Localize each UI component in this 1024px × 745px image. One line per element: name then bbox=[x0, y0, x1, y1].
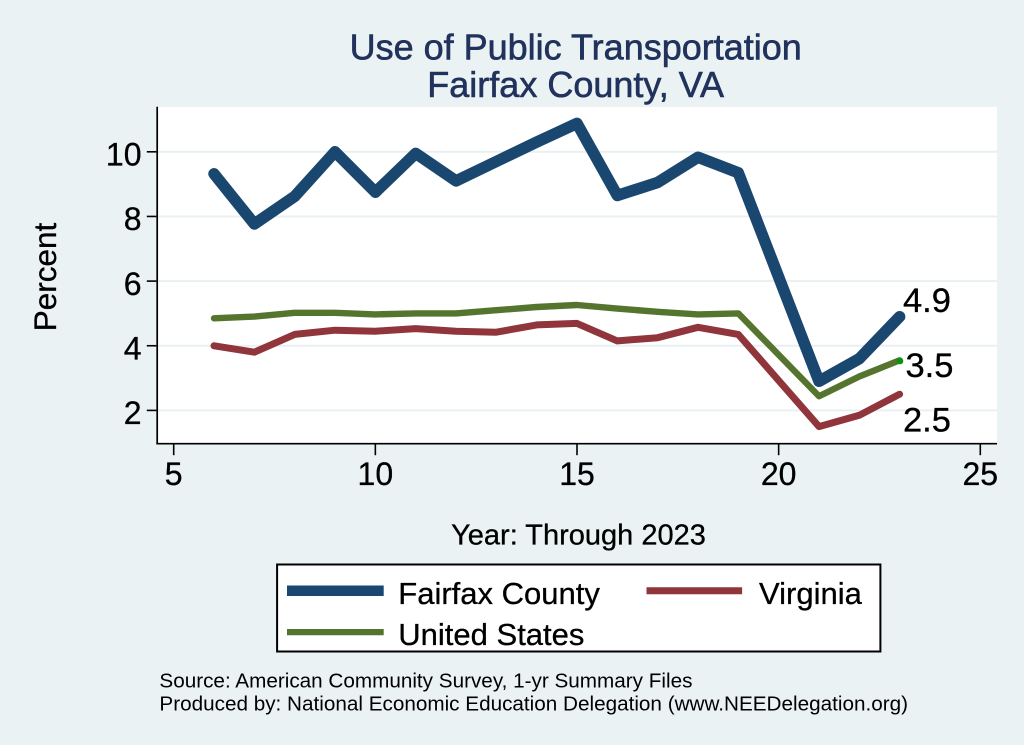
svg-text:Virginia: Virginia bbox=[759, 576, 863, 611]
svg-text:5: 5 bbox=[165, 456, 183, 492]
svg-text:United States: United States bbox=[398, 617, 584, 652]
svg-text:4.9: 4.9 bbox=[903, 282, 951, 320]
svg-text:Source: American Community Sur: Source: American Community Survey, 1-yr … bbox=[159, 670, 692, 693]
svg-text:Percent: Percent bbox=[27, 222, 63, 331]
svg-text:3.5: 3.5 bbox=[906, 347, 954, 385]
svg-text:15: 15 bbox=[559, 456, 595, 492]
svg-text:10: 10 bbox=[358, 456, 394, 492]
svg-text:10: 10 bbox=[106, 137, 142, 173]
svg-text:2.5: 2.5 bbox=[903, 402, 951, 440]
svg-text:20: 20 bbox=[761, 456, 797, 492]
svg-text:6: 6 bbox=[124, 266, 142, 302]
svg-text:4: 4 bbox=[124, 331, 142, 367]
svg-text:Fairfax County, VA: Fairfax County, VA bbox=[427, 64, 724, 105]
svg-text:Produced by: National Economic: Produced by: National Economic Education… bbox=[159, 693, 908, 716]
svg-text:Year: Through 2023: Year: Through 2023 bbox=[451, 520, 706, 552]
svg-text:25: 25 bbox=[963, 456, 999, 492]
svg-text:Use of Public Transportation: Use of Public Transportation bbox=[350, 26, 802, 67]
svg-text:8: 8 bbox=[124, 201, 142, 237]
svg-text:2: 2 bbox=[124, 395, 142, 431]
svg-text:Fairfax County: Fairfax County bbox=[398, 576, 600, 611]
